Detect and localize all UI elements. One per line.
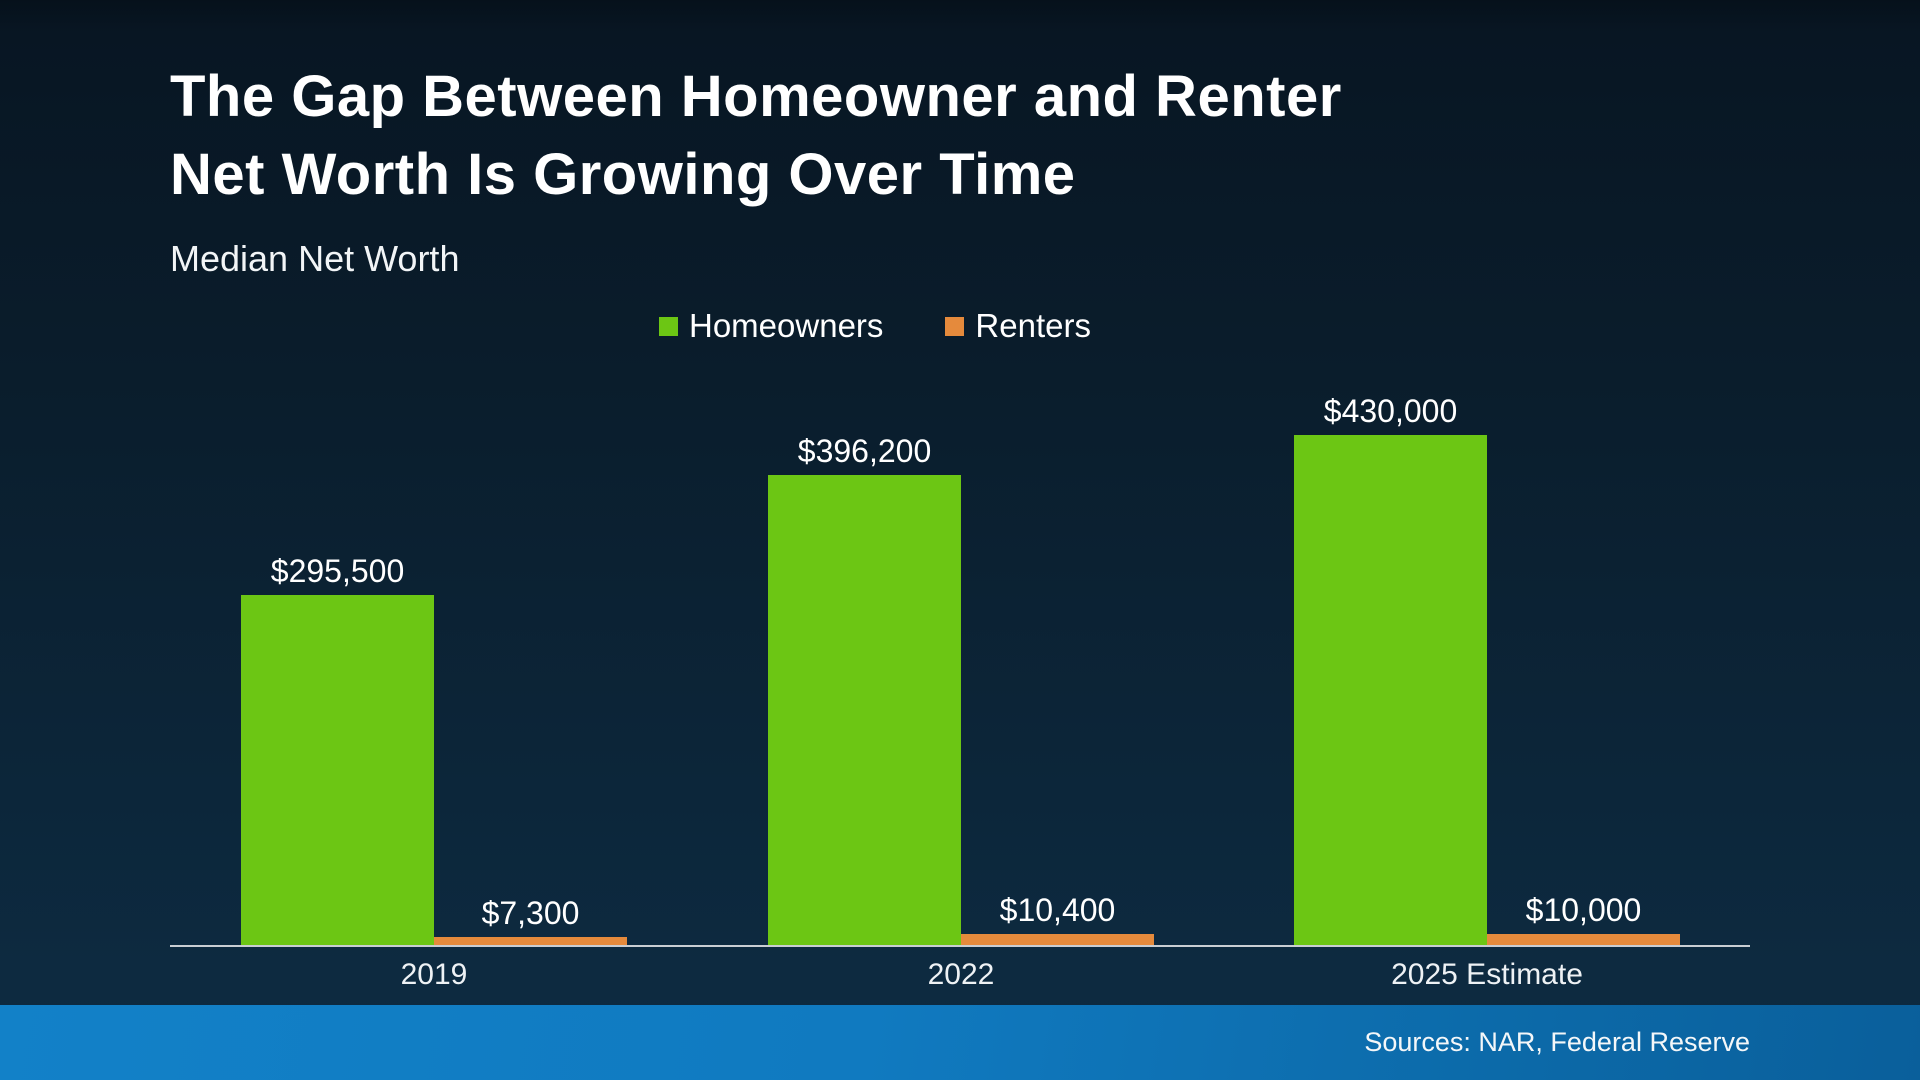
value-label-homeowners-2022: $396,200: [797, 433, 932, 469]
footer-strip: Sources: NAR, Federal Reserve: [0, 1005, 1920, 1080]
page-title-line-2: Net Worth Is Growing Over Time: [170, 141, 1076, 207]
bar-renters-2022: [961, 934, 1154, 946]
legend-label-renters: Renters: [975, 307, 1091, 344]
value-label-homeowners-2025-estimate: $430,000: [1323, 393, 1458, 429]
page-title-line-1: The Gap Between Homeowner and Renter: [170, 64, 1342, 129]
bar-homeowners-2019: [241, 595, 434, 946]
chart-subtitle: Median Net Worth: [170, 238, 460, 279]
value-label-renters-2025-estimate: $10,000: [1525, 892, 1642, 928]
bar-homeowners-2022: [768, 475, 961, 946]
category-label-2022: 2022: [927, 958, 995, 991]
legend-item-homeowners: Homeowners: [659, 307, 883, 345]
legend-label-homeowners: Homeowners: [689, 307, 884, 344]
value-label-renters-2019: $7,300: [481, 895, 580, 931]
chart-legend: Homeowners Renters: [0, 303, 1750, 349]
value-label-homeowners-2019: $295,500: [270, 553, 405, 589]
category-label-2025-estimate: 2025 Estimate: [1391, 958, 1583, 991]
bar-renters-2025-estimate: [1487, 934, 1680, 946]
category-label-2019: 2019: [400, 958, 468, 991]
bar-homeowners-2025-estimate: [1294, 435, 1487, 946]
sources-text: Sources: NAR, Federal Reserve: [1364, 1027, 1750, 1057]
homeowners-swatch-icon: [659, 316, 678, 336]
bar-renters-2019: [434, 937, 627, 946]
renters-swatch-icon: [945, 316, 965, 336]
x-axis-line: [170, 945, 1750, 947]
page-title: The Gap Between Homeowner and Renter Net …: [170, 58, 1620, 213]
legend-item-renters: Renters: [945, 307, 1091, 345]
value-label-renters-2022: $10,400: [999, 892, 1116, 928]
